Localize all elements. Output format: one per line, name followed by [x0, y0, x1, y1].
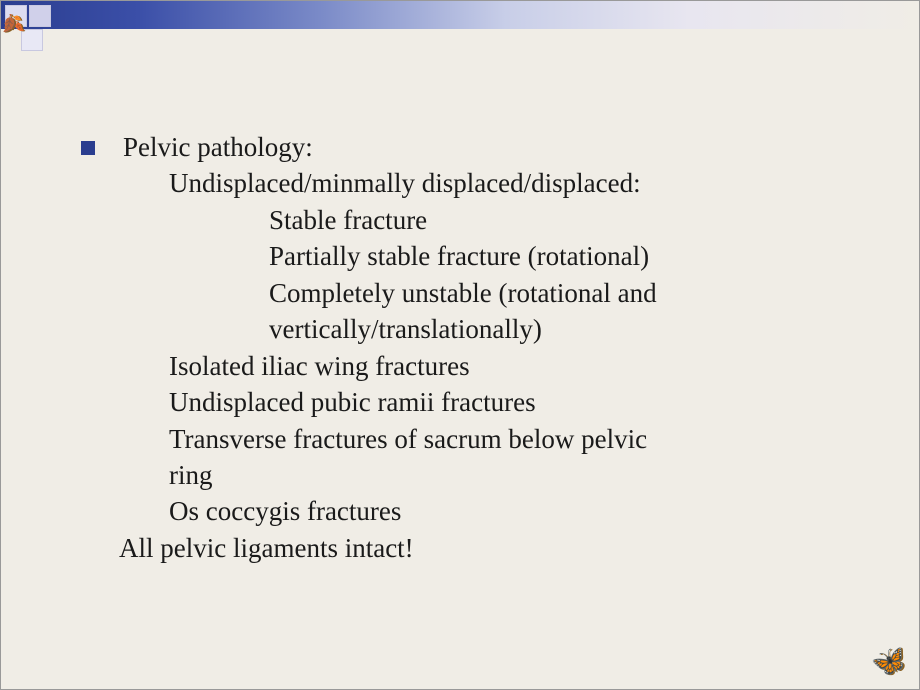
heading-text: Pelvic pathology: — [123, 129, 313, 165]
iso-text: Isolated iliac wing fractures — [169, 348, 849, 384]
decor-square — [29, 5, 51, 27]
iso-text: Undisplaced pubic ramii fractures — [169, 384, 849, 420]
decor-square — [21, 29, 43, 51]
header-gradient-bar — [1, 1, 919, 29]
bullet-item: Pelvic pathology: — [81, 129, 849, 165]
type-text: Partially stable fracture (rotational) — [269, 238, 849, 274]
iso-text: Os coccygis fractures — [169, 493, 849, 529]
sub-text: Undisplaced/minmally displaced/displaced… — [169, 165, 849, 201]
butterfly-icon: 🦋 — [872, 645, 907, 679]
type-text: Completely unstable (rotational and — [269, 275, 849, 311]
square-bullet-icon — [81, 141, 95, 155]
type-text: Stable fracture — [269, 202, 849, 238]
type-text: vertically/translationally) — [269, 311, 849, 347]
iso-text: ring — [169, 457, 849, 493]
conclusion-text: All pelvic ligaments intact! — [119, 530, 849, 566]
slide-body: Pelvic pathology: Undisplaced/minmally d… — [1, 29, 919, 596]
leaf-icon: 🍂 — [1, 13, 23, 36]
iso-text: Transverse fractures of sacrum below pel… — [169, 421, 849, 457]
